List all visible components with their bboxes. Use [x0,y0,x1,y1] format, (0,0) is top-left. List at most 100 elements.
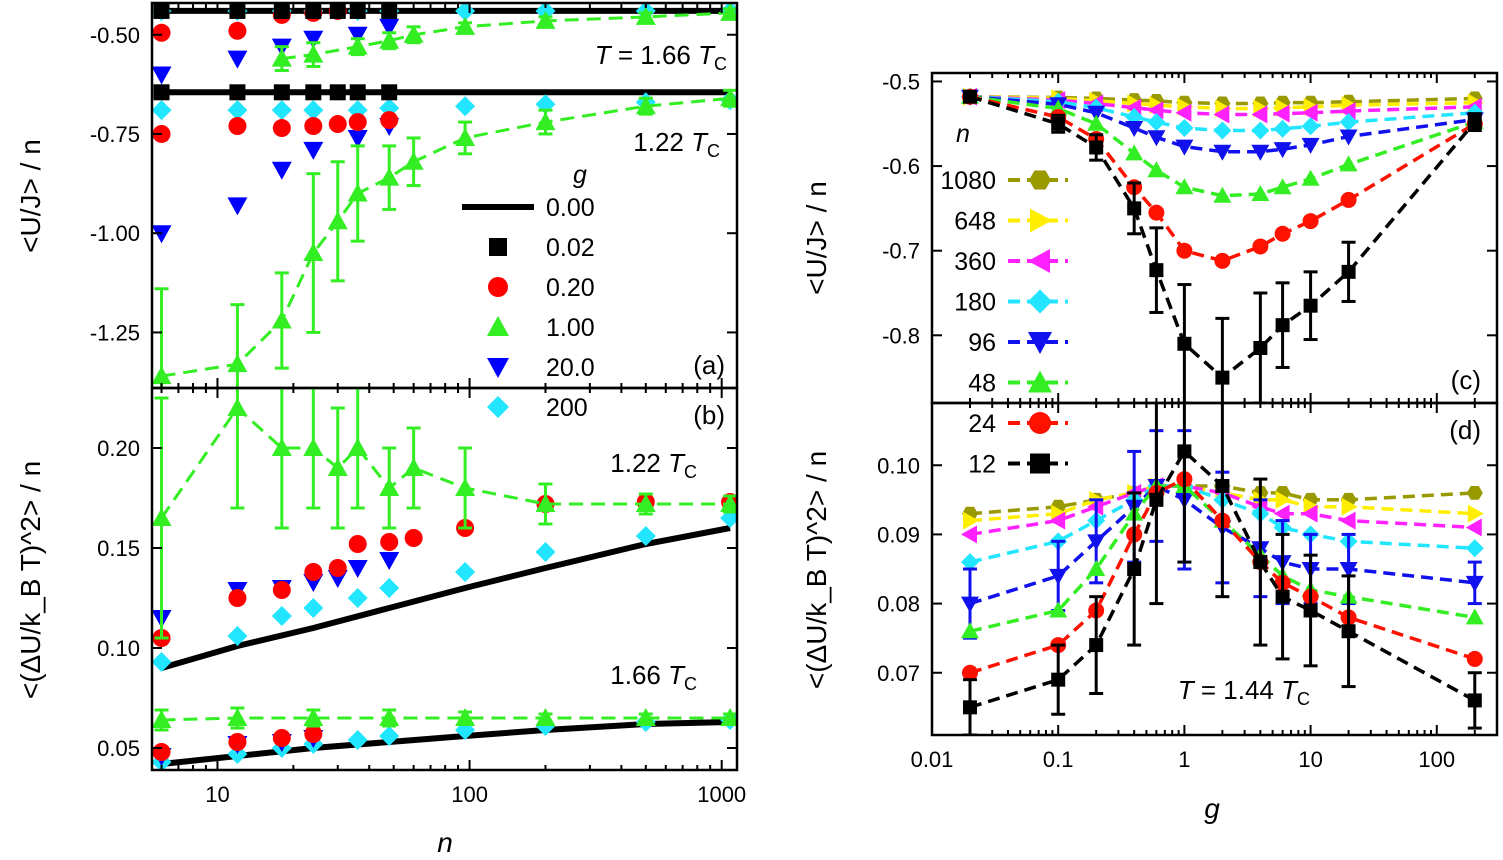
series-line [969,94,1476,198]
data-point [153,3,170,19]
data-point [1147,113,1166,132]
legend-label: 96 [968,329,996,357]
x-axis-b-tick-label: 100 [451,782,488,807]
x-axis-label-b: n [437,827,453,858]
annotation-temp-166-part: T [698,40,716,70]
x-axis-d-tick-label: 0.1 [1043,747,1074,772]
y-axis-label-c: <U/J> / n [801,181,832,295]
series-line [969,94,1476,154]
data-point [328,115,347,134]
data-point [304,563,323,581]
data-point [227,197,248,216]
data-point [1465,575,1484,592]
data-point [1275,490,1292,509]
series-line [969,484,1475,564]
series-1_00-1_22 [152,88,737,388]
data-point [1301,103,1318,122]
annotation-temp-144: T = 1.44 TC [1178,675,1310,709]
y-axis-b-tick-label: 0.20 [97,436,140,461]
data-point [1273,504,1290,523]
annotation-temp-166-part: C [714,54,727,74]
legend-label: 180 [954,289,996,317]
annotation-temp-144-part: T [1178,675,1196,705]
data-point [1340,191,1357,208]
x-axis-d-tick-label: 0.01 [911,747,954,772]
legend-marker [1028,289,1052,314]
legend-label: 12 [968,451,996,479]
data-point [1087,534,1106,551]
legend-title-n: n [956,120,970,148]
legend-label: 200 [546,394,588,422]
frame-c [930,71,1499,405]
series-0_00-1_22 [160,525,731,671]
data-point [1089,140,1104,155]
series-line [160,525,731,671]
data-point [1253,341,1268,355]
data-point [1149,492,1164,507]
data-point [1177,336,1192,351]
data-point [1087,114,1106,131]
y-axis-a-tick-label: -1.00 [90,221,140,246]
data-point [1273,142,1292,159]
data-point [1273,119,1292,138]
data-point [271,606,292,626]
data-point [455,708,476,726]
plot-area-c [960,87,1484,403]
series-0_20-1_22 [152,493,737,647]
data-point [1213,186,1232,203]
x-axis-label-d: g [1204,793,1220,824]
legend-marker [487,358,509,378]
data-point [1147,161,1166,178]
data-point [1215,370,1230,385]
data-point [1051,672,1066,687]
data-point [1215,479,1230,493]
data-point [273,84,290,101]
series-line [161,719,731,767]
data-point [1176,242,1193,259]
data-point [380,533,399,551]
data-point [303,100,324,121]
data-point [153,84,170,101]
data-point [381,3,398,19]
y-axis-c-tick-label: -0.6 [882,154,920,179]
data-point [1467,504,1484,523]
data-point [152,66,172,85]
data-point [329,3,346,19]
data-point [379,726,400,746]
data-point [1049,511,1066,530]
annotation-temp-122: 1.22 TC [633,127,720,161]
data-point [1127,201,1142,216]
data-point [1251,144,1270,161]
series-n-48 [960,87,1484,203]
data-point [272,119,291,138]
data-point [1051,116,1066,131]
series-20_0-1_22 [152,118,400,244]
data-point [1175,119,1194,137]
y-axis-c-tick-label: -0.5 [882,69,920,94]
annotation-temp-122-b-part: 1.22 [610,448,668,478]
data-point [960,596,979,613]
data-point [1341,264,1356,279]
panel-label-b: (b) [693,400,725,430]
legend-marker [1029,412,1051,434]
series-line [281,11,731,61]
data-point [347,588,368,608]
data-point [1087,560,1106,576]
data-point [1301,504,1318,523]
data-point [1339,102,1356,121]
legend-title: g [573,161,587,189]
data-point [1341,624,1356,639]
data-point [152,652,172,672]
data-point [303,141,324,160]
data-point [1175,178,1194,195]
data-point [455,96,476,117]
legend-a: g 0.00 0.02 0.20 1.00 20.0 200 [462,161,595,422]
legend-label: 360 [954,248,996,276]
series-1_00-1_66 [152,706,737,732]
data-point [1339,129,1358,146]
y-axis-label-d: <(ΔU/k_B T)^2> / n [801,451,832,689]
data-point [1339,562,1358,578]
data-point [347,26,368,45]
